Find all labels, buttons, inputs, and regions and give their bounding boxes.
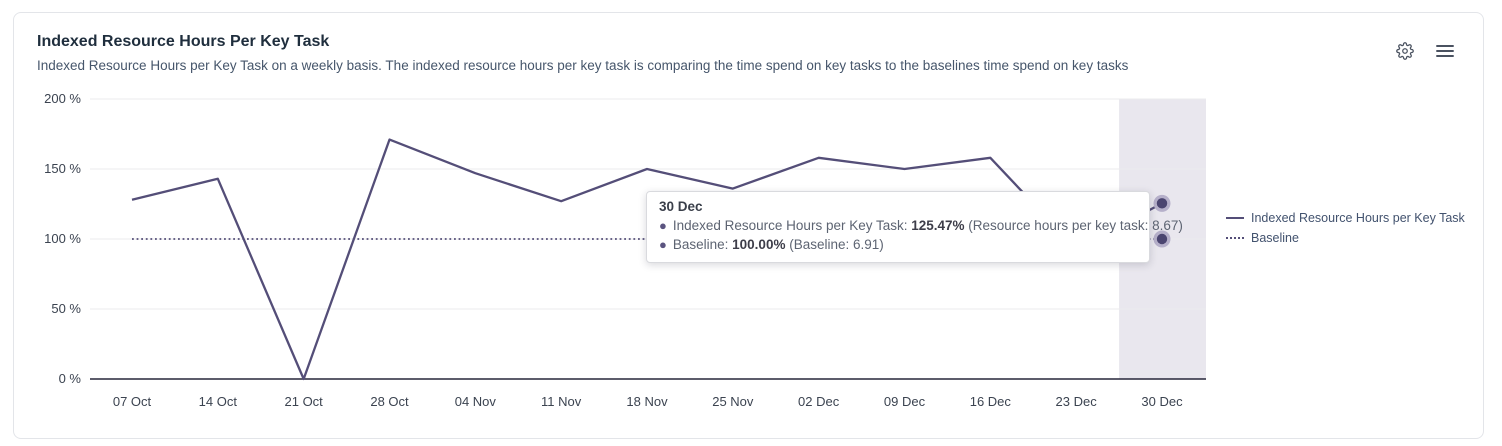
tooltip-series-value: 125.47%	[911, 218, 965, 233]
tooltip-series-detail: (Resource hours per key task: 8.67)	[964, 218, 1183, 233]
legend-label: Baseline	[1251, 231, 1299, 245]
x-axis-tick-label: 30 Dec	[1141, 394, 1183, 409]
chart-card: Indexed Resource Hours Per Key Task Inde…	[13, 12, 1484, 439]
dotted-line-swatch-icon	[1226, 237, 1244, 239]
tooltip-date: 30 Dec	[659, 199, 703, 214]
x-axis-tick-label: 16 Dec	[969, 394, 1011, 409]
tooltip-baseline-detail: (Baseline: 6.91)	[785, 237, 884, 252]
y-axis-tick-label: 150 %	[44, 161, 81, 176]
legend: Indexed Resource Hours per Key Task Base…	[1226, 208, 1465, 248]
card-actions	[1393, 39, 1457, 63]
series-line	[131, 138, 1163, 381]
solid-line-swatch-icon	[1226, 217, 1244, 219]
chart-tooltip: 30 Dec ● Indexed Resource Hours per Key T…	[646, 191, 1183, 263]
x-axis-tick-label: 28 Oct	[370, 394, 409, 409]
y-axis-tick-label: 50 %	[51, 301, 81, 316]
menu-button[interactable]	[1433, 39, 1457, 63]
settings-button[interactable]	[1393, 39, 1417, 63]
y-axis-tick-label: 0 %	[58, 371, 81, 386]
y-axis-tick-label: 100 %	[44, 231, 81, 246]
baseline-point-marker[interactable]	[1156, 233, 1168, 245]
tooltip-baseline-value: 100.00%	[732, 237, 786, 252]
x-axis-tick-label: 23 Dec	[1055, 394, 1097, 409]
x-axis-tick-label: 14 Oct	[198, 394, 237, 409]
x-axis-tick-label: 21 Oct	[284, 394, 323, 409]
bullet-icon: ●	[659, 237, 667, 252]
x-axis-tick-label: 25 Nov	[712, 394, 754, 409]
chart-subtitle: Indexed Resource Hours per Key Task on a…	[37, 58, 1129, 73]
gear-icon	[1396, 42, 1414, 60]
tooltip-series-label: Indexed Resource Hours per Key Task:	[672, 218, 912, 233]
tooltip-series-row: ● Indexed Resource Hours per Key Task: 12…	[659, 216, 1183, 235]
series-point-marker[interactable]	[1156, 198, 1168, 209]
x-axis-tick-label: 11 Nov	[541, 394, 582, 409]
hamburger-menu-icon	[1436, 44, 1454, 58]
y-axis-tick-label: 200 %	[44, 91, 81, 106]
legend-item-baseline[interactable]: Baseline	[1226, 228, 1465, 248]
x-axis-tick-label: 09 Dec	[883, 394, 926, 409]
chart-title: Indexed Resource Hours Per Key Task	[37, 33, 330, 50]
legend-label: Indexed Resource Hours per Key Task	[1251, 211, 1465, 225]
bullet-icon: ●	[659, 218, 667, 233]
x-axis-tick-label: 04 Nov	[454, 394, 496, 409]
x-axis-tick-label: 18 Nov	[626, 394, 668, 409]
x-axis-tick-label: 02 Dec	[798, 394, 840, 409]
x-axis-tick-label: 07 Oct	[112, 394, 152, 409]
legend-item-series[interactable]: Indexed Resource Hours per Key Task	[1226, 208, 1465, 228]
tooltip-baseline-label: Baseline:	[672, 237, 733, 252]
tooltip-baseline-row: ● Baseline: 100.00% (Baseline: 6.91)	[659, 235, 1137, 254]
